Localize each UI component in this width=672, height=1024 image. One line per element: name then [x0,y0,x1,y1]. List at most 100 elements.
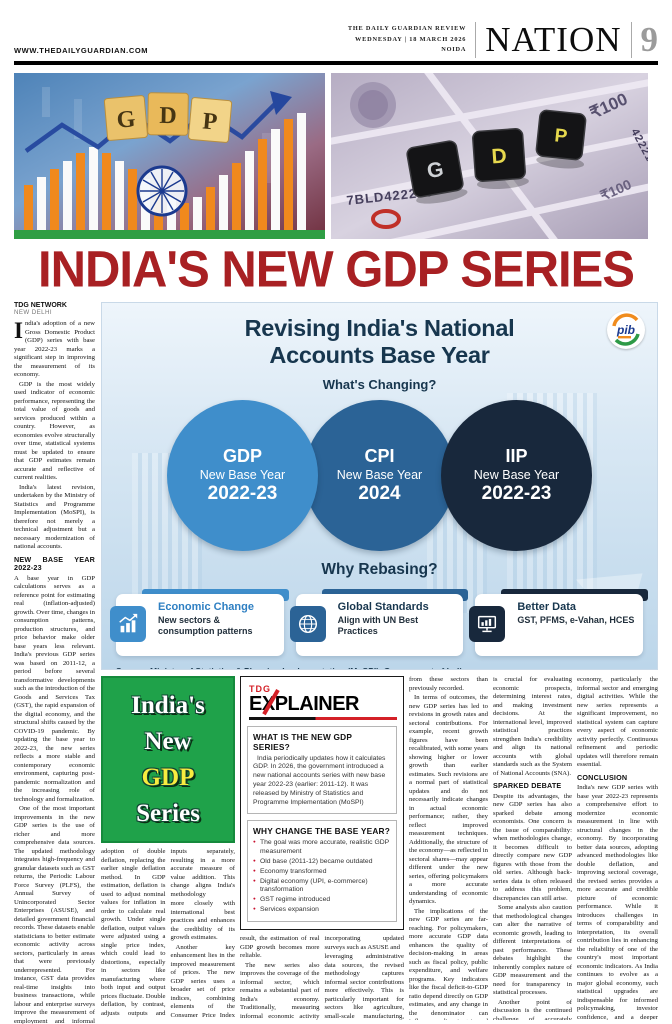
masthead-title: THE DAILY GUARDIAN REVIEW [347,25,467,33]
promo-line: New [144,727,192,755]
gdp-blocks-photo: G D P [14,73,325,239]
explainer-what-box: WHAT IS THE NEW GDP SERIES? India period… [247,725,397,815]
date-text: WEDNESDAY | 18 MARCH 2026 [355,35,467,43]
explainer-bullet: Digital economy (UPI, e-commerce) transf… [253,878,391,895]
promo-line: India's [131,691,205,719]
promo-line: Series [136,799,200,827]
article-paragraph: Another key enhancement lies in the impr… [170,943,236,1019]
article-paragraph: A base year in GDP calculations serves a… [14,574,95,803]
article-paragraph: adoption of double deflation, replacing … [101,848,235,1017]
explainer-bullet: Services expansion [253,906,391,914]
explainer-why-box: WHY CHANGE THE BASE YEAR? The goal was m… [247,820,397,923]
explainer-box-body: India periodically updates how it calcul… [253,754,386,807]
article-paragraph: more closely with international best pra… [170,900,236,941]
reason-cards: Economic Change New sectors & consumptio… [110,589,648,656]
infographic-title: Revising India's National Accounts Base … [244,315,515,368]
article-subhead: SPARKED DEBATE [493,781,562,790]
global-standards-card: Global Standards Align with UN Best Prac… [289,589,469,656]
article-paragraph: India's latest revision, undertaken by t… [14,483,95,551]
article-subhead: NEW BASE YEAR 2022-23 [14,554,95,573]
gdp-keys-photo: ₹100 ₹100 7BLD422220 422217 G D P [331,73,658,239]
city-text: NOIDA [441,46,467,54]
whats-changing-heading: What's Changing? [322,377,437,392]
bottom-section: India's New GDP Series adoption of doubl… [101,676,658,1020]
explainer-box-title: WHY CHANGE THE BASE YEAR? [253,826,390,837]
article-paragraph: is crucial for evaluating economic prosp… [493,676,572,777]
header-divider [630,22,632,58]
explainer-rule [249,717,397,720]
promo-box: India's New GDP Series [101,676,235,843]
explainer-box-title: WHAT IS THE NEW GDP SERIES? [253,731,352,752]
card-body: New sectors & consumption patterns [158,615,253,636]
globe-icon [289,606,326,642]
monitor-icon [469,606,506,642]
infographic-source: Source: Ministry of Statistics & Plannin… [116,666,657,669]
explainer-bullet: Old base (2011-12) became outdated [253,858,391,866]
keyboard-key-letter: P [553,125,568,147]
website-url[interactable]: WWW.THEDAILYGUARDIAN.COM [14,46,149,55]
explainer-brand: TDG EXPLAINER [247,683,397,720]
keyboard-key-letter: D [491,144,508,168]
article-column: economy, particularly the informal secto… [577,676,658,1020]
card-body: GST, PFMS, e-Vahan, HCES [517,615,635,625]
article-paragraph: Another point of discussion is the conti… [493,998,572,1020]
article-paragraph: Some analysts also caution that methodol… [493,904,572,997]
explainer-bullet: Economy transformed [253,868,391,876]
header-divider [475,22,477,58]
article-paragraph: The implications of the new GDP series a… [409,907,488,1021]
keyboard-key-letter: G [425,158,445,183]
explainer-bullet: The goal was more accurate, realistic GD… [253,839,391,856]
article-right-area: pib Revising India's National Accounts B… [101,302,658,1024]
gdp-block-letter: D [159,103,177,129]
bar-chart-icon [110,606,146,642]
masthead-block: THE DAILY GUARDIAN REVIEW WEDNESDAY | 18… [348,22,658,58]
pib-logo: pib [607,311,645,349]
byline-location: NEW DELHI [14,309,52,316]
article-paragraph: India's new GDP series with base year 20… [577,784,658,1020]
better-data-card: Better Data GST, PFMS, e-Vahan, HCES [469,589,648,656]
iip-circle: IIP New Base Year 2022-23 [441,400,592,551]
pib-infographic: pib Revising India's National Accounts B… [101,302,658,670]
article-paragraph: GDP is the most widely used indicator of… [14,380,95,482]
economic-change-card: Economic Change New sectors & consumptio… [110,589,289,656]
explainer-brand-main: EXPLAINER [249,693,359,715]
cpi-circle: CPI New Base Year 2024 [304,400,455,551]
article-paragraph: One of the most important improvements i… [14,805,95,1024]
why-rebasing-heading: Why Rebasing? [321,561,438,578]
base-year-circles: GDP New Base Year 2022-23 CPI New Base Y… [102,400,657,551]
column-group-a: India's New GDP Series adoption of doubl… [101,676,235,1020]
article-paragraph: result, the estimation of real GDP growt… [240,935,320,960]
article-column: from these sectors than previously recor… [409,676,488,1020]
explainer-x-slash: X [261,693,275,715]
card-title: Economic Change [158,601,254,613]
byline-network: TDG NETWORK [14,302,67,309]
page-number: 9 [640,20,659,59]
card-title: Global Standards [337,601,429,613]
main-headline: INDIA'S NEW GDP SERIES [38,241,635,299]
article-paragraph: economy, particularly the informal secto… [577,676,658,768]
pib-logo-text: pib [616,323,635,337]
column-group-b: TDG EXPLAINER WHAT IS THE NEW GDP SERIES… [240,676,404,1020]
card-title: Better Data [517,601,577,613]
explainer-brand-top: TDG [249,684,271,694]
article-paragraph: Despite its advantages, the new GDP seri… [493,792,572,902]
gdp-block-letter: G [116,106,137,134]
header-rule [14,61,658,65]
article-column: is crucial for evaluating economic prosp… [493,676,572,1020]
article-columns: result, the estimation of real GDP growt… [240,935,404,1020]
explainer-box: TDG EXPLAINER WHAT IS THE NEW GDP SERIES… [240,676,404,931]
gdp-block-letter: P [201,108,218,135]
photo-strip: G D P [14,73,658,239]
page-header: WWW.THEDAILYGUARDIAN.COM THE DAILY GUARD… [14,10,658,58]
promo-line-highlight: GDP [141,763,195,791]
gdp-circle: GDP New Base Year 2022-23 [167,400,318,551]
card-body: Align with UN Best Practices [337,615,419,636]
section-title: NATION [485,20,622,59]
explainer-bullet: GST regime introduced [253,896,391,904]
dateline: THE DAILY GUARDIAN REVIEW WEDNESDAY | 18… [348,24,466,55]
article-paragraph: The new series also improves the coverag… [240,935,404,1020]
